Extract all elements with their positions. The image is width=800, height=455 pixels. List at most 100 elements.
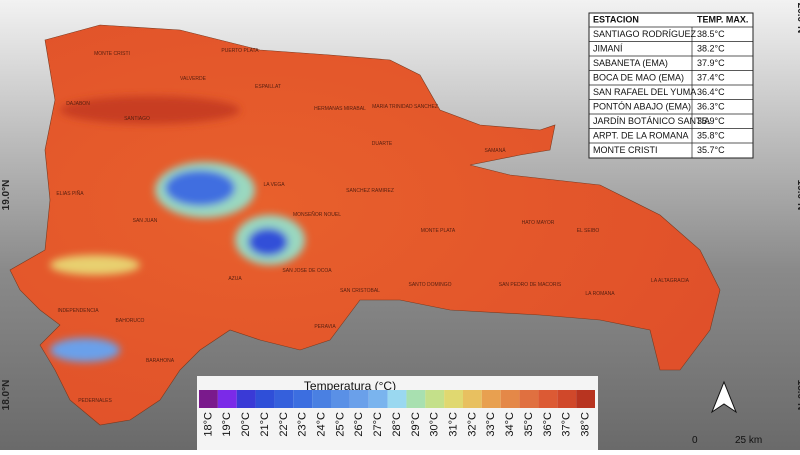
region-label: LA VEGA (263, 182, 285, 188)
region-label: LA ROMANA (585, 291, 615, 297)
region-label: AZUA (228, 276, 242, 282)
legend-swatch (387, 390, 407, 408)
legend-label: 21°C (259, 412, 271, 437)
legend-swatch (349, 390, 369, 408)
region-label: SAN JUAN (133, 218, 158, 224)
station-name: SAN RAFAEL DEL YUMA (593, 87, 696, 97)
legend-label: 31°C (447, 412, 459, 437)
station-name: ARPT. DE LA ROMANA (593, 130, 689, 140)
region-label: SANCHEZ RAMIREZ (346, 188, 394, 194)
legend-swatch (519, 390, 539, 408)
legend-label: 33°C (485, 412, 497, 437)
station-temp: 35.9°C (697, 116, 725, 126)
region-label: LA ALTAGRACIA (651, 278, 690, 284)
region-label: SAMANÁ (484, 147, 506, 154)
region-label: ELIAS PIÑA (56, 190, 84, 197)
region-label: MONTE PLATA (421, 228, 456, 234)
region-label: MONSEÑOR NOUEL (293, 211, 341, 218)
legend-label: 27°C (372, 412, 384, 437)
legend-swatch (538, 390, 558, 408)
legend-label: 23°C (297, 412, 309, 437)
region-label: HATO MAYOR (522, 220, 555, 226)
legend-swatch (557, 390, 577, 408)
legend-label: 26°C (353, 412, 365, 437)
region-label: SANTO DOMINGO (409, 282, 452, 288)
legend-swatch (199, 390, 218, 408)
legend-label: 29°C (410, 412, 422, 437)
station-name: BOCA DE MAO (EMA) (593, 72, 684, 82)
legend-label: 19°C (221, 412, 233, 437)
legend-label: 34°C (504, 412, 516, 437)
region-labels: MONTE CRISTI PUERTO PLATA VALVERDE ESPAILLA… (56, 48, 689, 404)
legend-label: 37°C (561, 412, 573, 437)
table-header: ESTACION (593, 14, 639, 24)
latitude-label: 19.0°N (795, 180, 800, 211)
station-temp: 35.7°C (697, 145, 725, 155)
latitude-label: 20.0°N (795, 3, 800, 34)
region-label: SANTIAGO (124, 116, 150, 122)
region-label: SAN PEDRO DE MACORIS (499, 282, 562, 288)
region-label: PERAVIA (314, 324, 336, 330)
latitude-label: 18.0°N (795, 380, 800, 411)
station-name: SABANETA (EMA) (593, 58, 668, 68)
station-table: ESTACION TEMP. MAX. SANTIAGO RODRÍGUEZ 38… (588, 12, 754, 159)
legend-swatch (500, 390, 520, 408)
legend-swatch (444, 390, 463, 408)
region-label: PEDERNALES (78, 398, 112, 404)
legend-label: 36°C (542, 412, 554, 437)
scale-start: 0 (692, 435, 698, 446)
legend-label: 38°C (579, 412, 591, 437)
legend-box (197, 376, 598, 450)
legend-label: 28°C (391, 412, 403, 437)
latitude-label: 19.0°N (1, 180, 12, 211)
legend-swatch (425, 390, 445, 408)
station-temp: 38.2°C (697, 43, 725, 53)
station-name: JARDÍN BOTÁNICO SANTIA (593, 116, 710, 126)
legend: Temperatura (°C) 18°C 19°C 20°C 21°C 22°C 23°… (197, 376, 598, 450)
region-label: BARAHONA (146, 358, 175, 364)
legend-swatch (255, 390, 275, 408)
station-temp: 36.3°C (697, 101, 725, 111)
north-arrow (710, 380, 738, 414)
legend-swatch (236, 390, 256, 408)
station-name: SANTIAGO RODRÍGUEZ (593, 29, 697, 39)
station-temp: 35.8°C (697, 130, 725, 140)
scale-bar: 0 25 km (692, 435, 762, 446)
region-label: BAHORUCO (116, 318, 145, 324)
station-temp: 37.4°C (697, 72, 725, 82)
legend-label: 35°C (523, 412, 535, 437)
legend-label: 32°C (466, 412, 478, 437)
region-label: ESPAILLAT (255, 84, 281, 90)
region-label: PUERTO PLATA (221, 48, 259, 54)
station-temp: 38.5°C (697, 29, 725, 39)
legend-swatch (406, 390, 426, 408)
region-label: MONTE CRISTI (94, 51, 130, 57)
legend-swatch (368, 390, 388, 408)
station-name: MONTE CRISTI (593, 145, 658, 155)
latitude-label: 18.0°N (1, 380, 12, 411)
legend-swatch (463, 390, 482, 408)
legend-swatch (274, 390, 294, 408)
station-name: PONTÓN ABAJO (EMA) (593, 101, 691, 111)
legend-swatch (217, 390, 237, 408)
station-temp: 37.9°C (697, 58, 725, 68)
region-label: VALVERDE (180, 76, 207, 82)
region-label: DAJABON (66, 101, 90, 107)
region-label: INDEPENDENCIA (57, 308, 99, 314)
legend-swatch (312, 390, 331, 408)
region-label: SAN CRISTOBAL (340, 288, 380, 294)
table-header: TEMP. MAX. (697, 14, 748, 24)
region-label: DUARTE (372, 141, 393, 147)
station-name: JIMANÍ (593, 43, 623, 53)
legend-swatch (576, 390, 595, 408)
legend-label: 18°C (202, 412, 214, 437)
legend-label: 24°C (315, 412, 327, 437)
legend-label: 22°C (278, 412, 290, 437)
region-label: HERMANAS MIRABAL (314, 106, 366, 112)
legend-swatch (331, 390, 350, 408)
legend-title: Temperatura (°C) (304, 379, 396, 393)
legend-swatch (481, 390, 501, 408)
station-temp: 36.4°C (697, 87, 725, 97)
island (9, 24, 721, 426)
